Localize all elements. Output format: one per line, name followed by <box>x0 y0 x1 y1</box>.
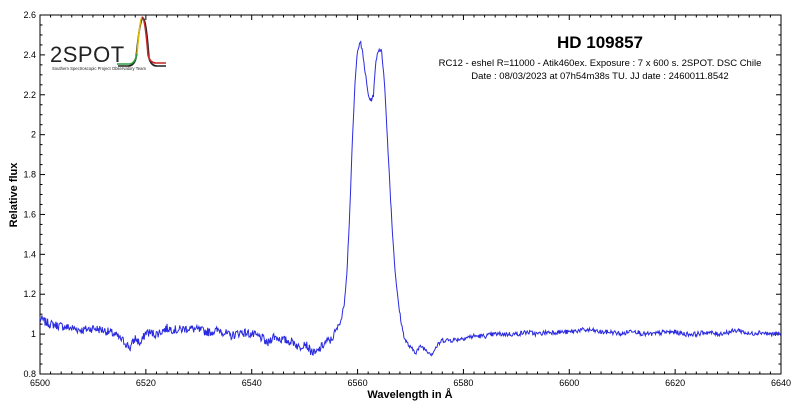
logo-peak-shadow-icon <box>118 17 166 67</box>
y-tick-label: 2.2 <box>23 90 36 100</box>
2spot-logo: 2SPOT Southern Spectroscopic Project Obs… <box>50 16 166 71</box>
y-tick-label: 1 <box>31 329 36 339</box>
logo-wordmark: 2SPOT <box>50 42 125 67</box>
logo-tagline: Southern Spectroscopic Project Observato… <box>52 66 146 71</box>
logo-red-curve-icon <box>141 16 166 64</box>
x-axis-title: Wavelength in Å <box>367 388 452 401</box>
x-axis-ticks: 6500 6520 6540 6560 6580 6600 6620 6640 <box>30 15 791 388</box>
y-tick-label: 1.2 <box>23 289 36 299</box>
y-tick-label: 1.8 <box>23 170 36 180</box>
y-tick-label: 1.4 <box>23 249 36 259</box>
logo-yellow-curve-icon <box>136 16 143 55</box>
y-tick-label: 0.8 <box>23 369 36 379</box>
y-tick-label: 1.6 <box>23 209 36 219</box>
x-tick-label: 6640 <box>771 378 791 388</box>
chart-title: HD 109857 <box>557 33 643 52</box>
x-tick-label: 6560 <box>348 378 368 388</box>
x-tick-label: 6580 <box>453 378 473 388</box>
x-tick-label: 6540 <box>242 378 262 388</box>
y-axis-title: Relative flux <box>8 162 20 228</box>
x-tick-label: 6620 <box>665 378 685 388</box>
chart-subtitle-line-1: RC12 - eshel R=11000 - Atik460ex. Exposu… <box>439 58 762 69</box>
logo-green-curve-icon <box>117 53 138 65</box>
chart-subtitle-line-2: Date : 08/03/2023 at 07h54m38s TU. JJ da… <box>471 71 728 82</box>
x-tick-label: 6500 <box>30 378 50 388</box>
y-axis-ticks: 0.8 1 1.2 1.4 1.6 1.8 2 2.2 2.4 2.6 <box>23 10 781 379</box>
spectrum-line <box>39 40 782 357</box>
x-tick-label: 6600 <box>559 378 579 388</box>
x-tick-label: 6520 <box>136 378 156 388</box>
y-tick-label: 2.4 <box>23 50 36 60</box>
y-tick-label: 2 <box>31 130 36 140</box>
y-tick-label: 2.6 <box>23 10 36 20</box>
